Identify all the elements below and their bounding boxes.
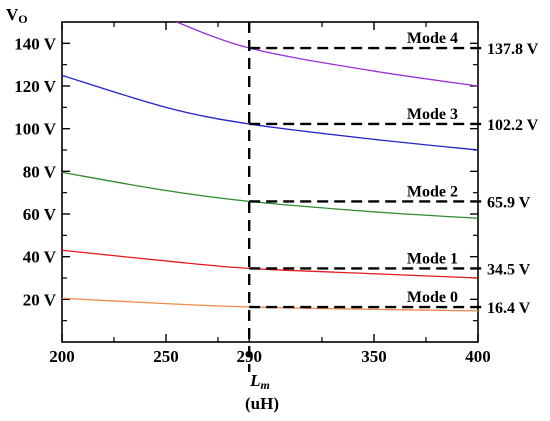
axis-ticks [61, 22, 479, 342]
y-axis-title-main: V [6, 5, 19, 24]
plot-frame [61, 21, 479, 343]
y-tick-label: 40 V [23, 248, 57, 267]
y-tick-label: 80 V [23, 162, 57, 181]
x-tick-label: 250 [153, 347, 179, 366]
x-tick-labels: 200250290350400 [49, 347, 491, 366]
x-axis-title-sub: m [261, 378, 270, 392]
x-axis-title-main: L [249, 371, 260, 390]
marker-value-label: 65.9 V [487, 194, 531, 211]
y-tick-label: 100 V [14, 120, 56, 139]
y-tick-label: 60 V [23, 205, 57, 224]
series-line-mode-4 [175, 22, 478, 87]
marker-guides [249, 46, 485, 309]
mode-label: Mode 2 [407, 183, 458, 200]
marker-value-label: 34.5 V [487, 261, 531, 278]
y-axis-title-sub: O [18, 12, 27, 26]
y-axis-title: VO [6, 5, 28, 26]
x-tick-label: 350 [361, 347, 387, 366]
mode-label: Mode 4 [407, 30, 458, 47]
x-axis-title: Lm [249, 371, 270, 392]
mode-label: Mode 0 [407, 289, 458, 306]
x-tick-label: 200 [49, 347, 75, 366]
y-tick-label: 120 V [14, 77, 56, 96]
y-tick-label: 20 V [23, 290, 57, 309]
mode-labels: Mode 0 Mode 1 Mode 2 Mode 3 Mode 4 [407, 30, 458, 306]
x-tick-label: 400 [465, 347, 491, 366]
mode-label: Mode 1 [407, 250, 458, 267]
y-tick-label: 140 V [14, 34, 56, 53]
x-axis-unit: (uH) [245, 394, 279, 413]
marker-value-label: 137.8 V [487, 41, 539, 58]
y-tick-labels: 20 V 40 V 60 V 80 V 100 V 120 V 140 V [14, 34, 56, 309]
marker-value-labels: 16.4 V 34.5 V 65.9 V 102.2 V 137.8 V [487, 41, 539, 317]
marker-value-label: 16.4 V [487, 300, 531, 317]
mode-label: Mode 3 [407, 106, 458, 123]
marker-value-label: 102.2 V [487, 117, 539, 134]
